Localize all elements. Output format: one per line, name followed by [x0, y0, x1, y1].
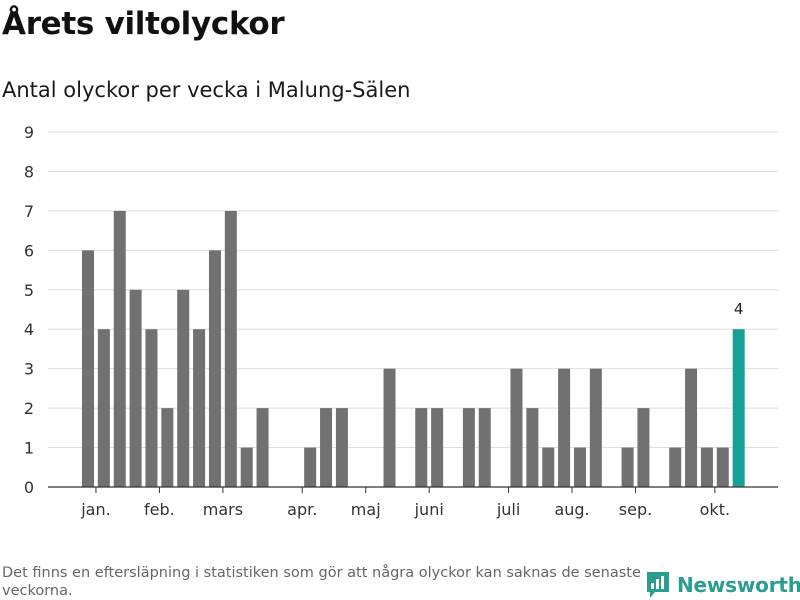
y-tick-label: 7 — [24, 202, 34, 221]
bar — [621, 447, 634, 487]
bar — [478, 408, 491, 487]
bar — [208, 250, 221, 487]
bar — [716, 447, 729, 487]
highlight-data-label: 4 — [734, 300, 744, 318]
bar — [383, 368, 396, 487]
y-axis-tick-labels: 0 1 2 3 4 5 6 7 8 9 — [24, 123, 34, 497]
footnote: Det finns en eftersläpning i statistiken… — [2, 565, 641, 599]
bar — [193, 329, 206, 487]
bar — [415, 408, 428, 487]
y-tick-label: 1 — [24, 439, 34, 458]
y-tick-label: 3 — [24, 360, 34, 379]
x-tick-label: juli — [496, 500, 520, 519]
bar — [256, 408, 269, 487]
gridlines — [48, 131, 778, 449]
brand-logo: Newsworthy — [645, 570, 800, 600]
x-tick-label: aug. — [554, 500, 589, 519]
bar — [177, 289, 190, 487]
y-tick-label: 8 — [24, 162, 34, 181]
bar — [542, 447, 555, 487]
x-tick-label: sep. — [619, 500, 652, 519]
bar — [462, 408, 475, 487]
bar — [431, 408, 444, 487]
bar-chart: 0 1 2 3 4 5 6 7 8 9 jan. feb. mars apr. maj juni juli au… — [24, 123, 778, 519]
chart-title: Årets viltolyckor — [2, 6, 285, 42]
x-axis: jan. feb. mars apr. maj juni juli aug. sep. okt. — [48, 486, 778, 519]
bar — [82, 250, 94, 487]
chart-subtitle: Antal olyckor per vecka i Malung-Sälen — [2, 78, 411, 102]
bar — [240, 447, 253, 487]
bar — [129, 289, 142, 487]
bar — [161, 408, 174, 487]
bar — [97, 329, 110, 487]
x-tick-label: apr. — [287, 500, 317, 519]
x-tick-label: okt. — [700, 500, 730, 519]
bar — [558, 368, 571, 487]
bar — [304, 447, 317, 487]
newsworthy-logo-icon — [647, 572, 669, 598]
bar — [224, 210, 237, 487]
bar — [573, 447, 586, 487]
bar — [320, 408, 333, 487]
bar — [145, 329, 158, 487]
y-tick-label: 5 — [24, 281, 34, 300]
x-tick-label: jan. — [80, 500, 110, 519]
bar-highlighted — [732, 329, 745, 487]
bar — [526, 408, 539, 487]
x-tick-label: feb. — [144, 500, 175, 519]
y-tick-label: 0 — [24, 478, 34, 497]
y-tick-label: 6 — [24, 241, 34, 260]
bars — [82, 210, 745, 487]
bar — [669, 447, 682, 487]
bar — [510, 368, 523, 487]
brand-name: Newsworthy — [677, 573, 800, 597]
y-tick-label: 2 — [24, 399, 34, 418]
bar — [113, 210, 126, 487]
bar — [589, 368, 602, 487]
x-tick-label: mars — [203, 500, 243, 519]
bar — [637, 408, 650, 487]
bar — [335, 408, 348, 487]
y-tick-label: 9 — [24, 123, 34, 142]
x-tick-label: juni — [414, 500, 444, 519]
x-tick-label: maj — [351, 500, 381, 519]
bar — [700, 447, 713, 487]
data-labels: 4 — [734, 300, 744, 318]
y-tick-label: 4 — [24, 320, 34, 339]
bar — [685, 368, 698, 487]
